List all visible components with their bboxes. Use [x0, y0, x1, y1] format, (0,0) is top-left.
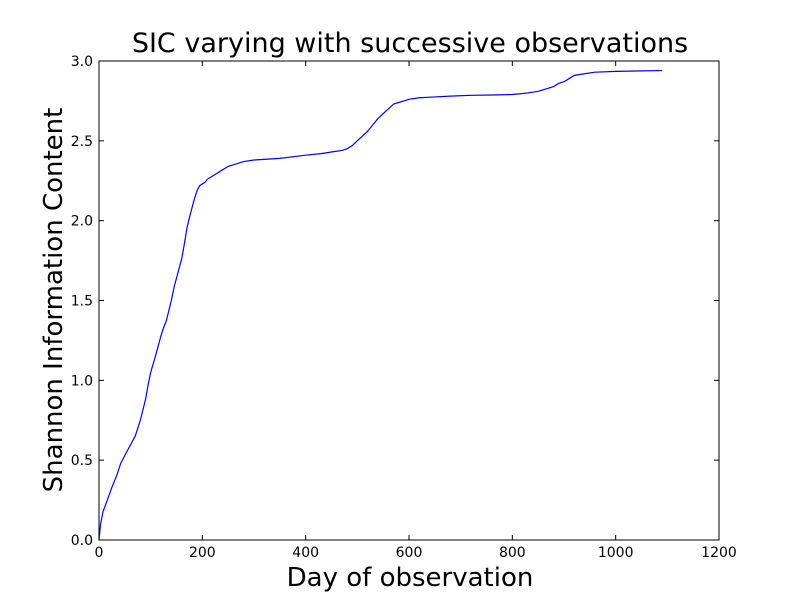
chart-title: SIC varying with successive observations [132, 28, 688, 59]
y-tick-label: 2.5 [71, 134, 93, 150]
x-tick-label: 1000 [598, 545, 634, 561]
x-tick-label: 600 [396, 545, 423, 561]
y-tick-label: 3.0 [71, 54, 93, 70]
x-tick-label: 200 [189, 545, 216, 561]
y-tick-label: 1.5 [71, 294, 93, 310]
y-axis-label: Shannon Information Content [39, 108, 69, 493]
series-layer [98, 69, 663, 541]
series-line-0 [98, 69, 663, 541]
tick-layer: 0 200 400 600 800 1000 1200 0.0 0.5 1.0 1.5 2.0 2.5 3… [71, 54, 737, 561]
y-tick-label: 0.0 [71, 533, 93, 549]
x-tick-label: 1200 [701, 545, 737, 561]
x-axis-label: Day of observation [287, 563, 534, 593]
y-tick-label: 1.0 [71, 373, 93, 389]
x-tick-label: 400 [292, 545, 319, 561]
x-tick-label: 0 [95, 545, 104, 561]
y-tick-label: 0.5 [71, 453, 93, 469]
y-tick-label: 2.0 [71, 214, 93, 230]
plot-frame [98, 60, 720, 541]
x-tick-label: 800 [499, 545, 526, 561]
